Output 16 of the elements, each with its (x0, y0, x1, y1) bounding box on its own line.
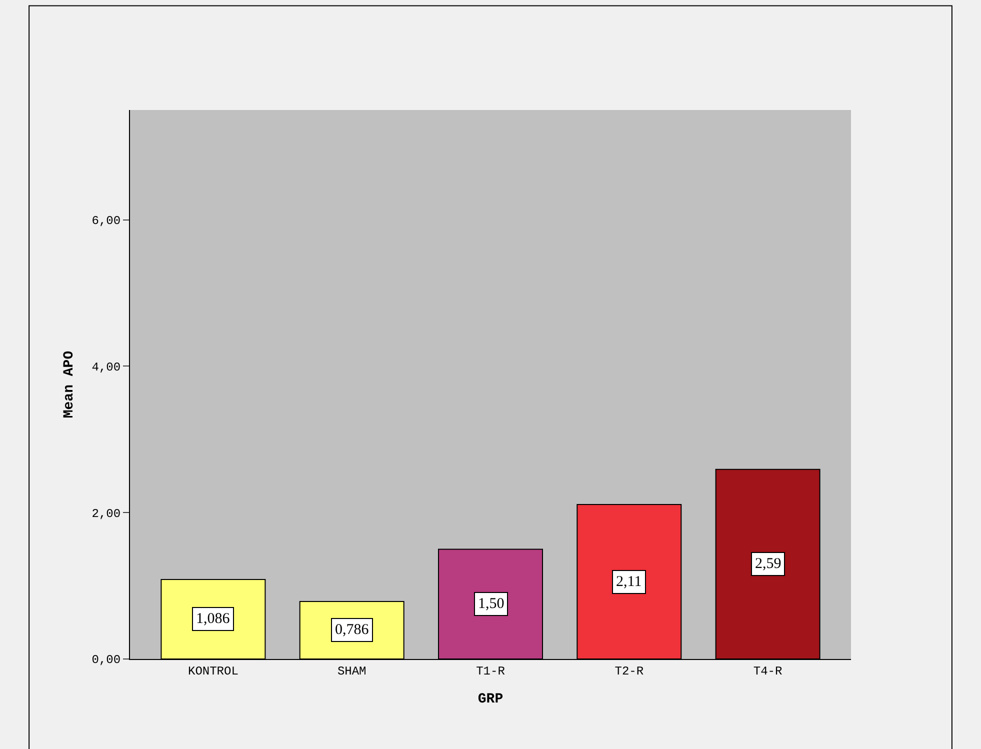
data-label: 2,59 (755, 556, 782, 572)
x-tick-label: T2-R (614, 664, 644, 678)
data-label: 1,50 (478, 596, 504, 612)
data-label: 0,786 (335, 622, 370, 638)
x-tick-label: T4-R (753, 664, 782, 678)
x-tick-label: SHAM (337, 664, 366, 678)
y-tick-label: 6,00 (92, 214, 121, 228)
x-tick-label: T1-R (476, 664, 505, 678)
y-tick-label: 2,00 (92, 506, 121, 521)
y-tick-label: 4,00 (92, 360, 121, 374)
y-tick-label: 0,00 (92, 653, 121, 668)
x-tick-label: KONTROL (188, 664, 238, 678)
x-axis-title: GRP (478, 692, 504, 708)
y-axis-title: Mean APO (61, 350, 78, 418)
data-label: 1,086 (196, 611, 230, 627)
data-label: 2,11 (616, 574, 642, 590)
